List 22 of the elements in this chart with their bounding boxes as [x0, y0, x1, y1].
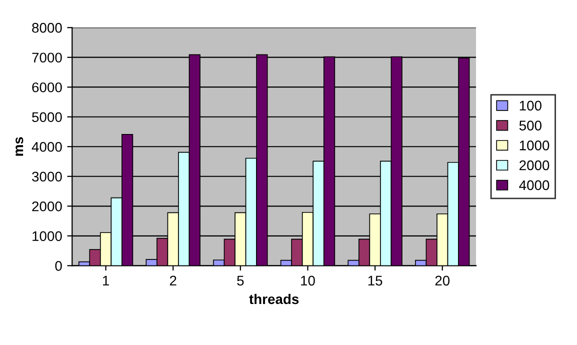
legend-label: 100	[520, 100, 542, 111]
y-tick-label: 3000	[32, 172, 62, 182]
x-axis-title: threads	[249, 294, 299, 304]
y-axis-title: ms	[16, 137, 24, 156]
x-tick-label: 5	[237, 276, 244, 286]
y-tick-label: 2000	[32, 201, 62, 212]
y-tick-label: 0	[55, 260, 62, 271]
x-tick-label: 2	[170, 276, 176, 286]
legend-label: 4000	[519, 180, 550, 190]
x-tick-label: 20	[435, 276, 450, 286]
legend-label: 1000	[520, 140, 550, 150]
y-tick-label: 8000	[32, 22, 62, 33]
legend-label: 500	[519, 120, 542, 130]
y-tick-label: 7000	[32, 52, 62, 63]
x-tick-label: 1	[102, 276, 109, 286]
legend-label: 2000	[520, 160, 550, 170]
y-tick-label: 1000	[32, 231, 62, 242]
y-tick-label: 5000	[32, 112, 62, 122]
y-tick-label: 4000	[32, 142, 62, 152]
x-tick-label: 10	[301, 276, 315, 286]
y-tick-label: 6000	[32, 82, 62, 92]
x-tick-label: 15	[368, 276, 382, 286]
